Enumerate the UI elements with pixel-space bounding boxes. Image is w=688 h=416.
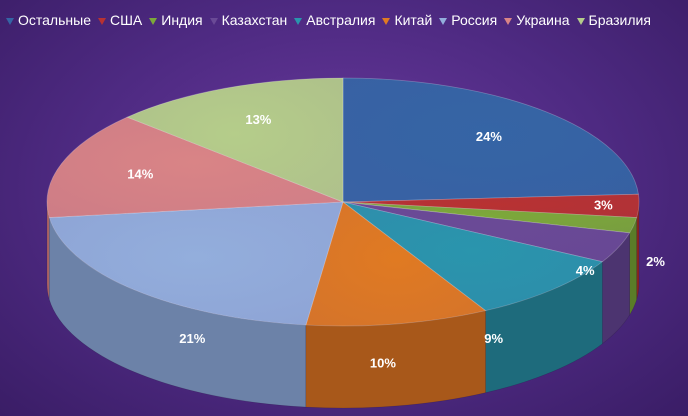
pie-data-label: 10% [370,356,396,371]
pie-data-label: 13% [245,112,271,127]
legend: Остальные США Индия Казахстан Австралия Китай… [6,8,684,32]
pie-top [46,77,640,327]
pie-slice [342,77,639,203]
legend-label: Австралия [306,12,376,28]
legend-item: Бразилия [576,12,651,28]
legend-swatch-icon [439,17,448,25]
pie-data-label: 24% [476,129,502,144]
legend-label: Остальные [18,12,91,28]
legend-label: Бразилия [588,12,651,28]
pie-labels: 24% 3% 2% 4% 9% 10% 21% 14% 13% [127,112,665,370]
pie-data-label: 3% [594,197,613,212]
legend-label: США [109,12,143,28]
legend-item: Остальные [6,12,91,28]
legend-item: Индия [149,12,203,28]
pie-slice [342,201,604,312]
legend-item: США [97,12,143,28]
legend-label: Китай [394,12,433,28]
pie-sides [46,201,640,409]
pie-data-label: 9% [484,331,503,346]
legend-label: Индия [161,12,203,28]
pie-slice-side [629,217,637,316]
legend-swatch-icon [209,17,218,25]
pie-data-label: 2% [646,254,665,269]
pie-slice [342,201,631,263]
pie-slice [46,116,344,218]
legend-item: Россия [439,12,497,28]
legend-label: Казахстан [221,12,288,28]
pie-slice [126,77,344,203]
legend-swatch-icon [576,17,585,25]
pie-slice [305,201,487,327]
legend-swatch-icon [504,17,513,25]
legend-label: Россия [451,12,498,28]
legend-swatch-icon [382,17,391,25]
legend-swatch-icon [294,17,303,25]
legend-label: Украина [516,12,570,28]
legend-item: Украина [504,12,570,28]
pie-slice [342,193,640,218]
pie-slice [342,201,638,234]
legend-item: Казахстан [209,12,288,28]
pie-data-label: 4% [576,263,595,278]
legend-swatch-icon [97,17,106,25]
legend-swatch-icon [149,17,158,25]
pie-data-label: 14% [127,166,153,181]
legend-item: Австралия [294,12,375,28]
pie-data-label: 21% [179,331,205,346]
legend-item: Китай [382,12,432,28]
legend-swatch-icon [6,17,14,25]
pie-slice [48,201,344,326]
